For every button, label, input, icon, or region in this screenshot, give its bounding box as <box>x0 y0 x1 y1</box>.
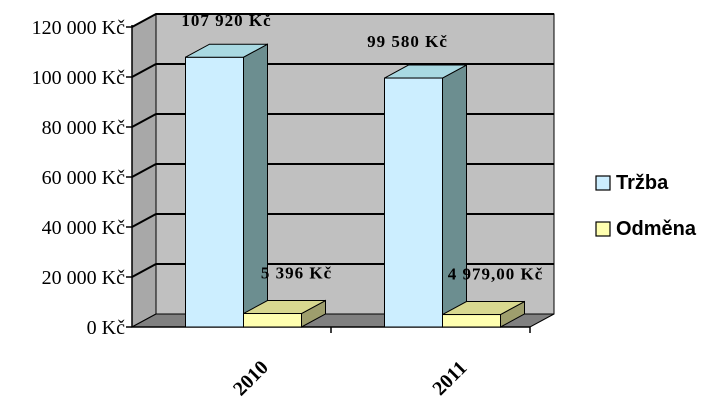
y-tick-label: 60 000 Kč <box>42 167 125 189</box>
y-tick-label: 0 Kč <box>87 317 125 339</box>
bar-top <box>384 64 467 79</box>
legend-label: Tržba <box>616 172 669 194</box>
legend-swatch <box>595 221 611 237</box>
bar <box>442 314 501 328</box>
bar-top <box>185 43 268 58</box>
bar <box>384 77 443 328</box>
data-label: 99 580 Kč <box>367 32 448 51</box>
bar-side <box>243 43 268 328</box>
data-label: 4 979,00 Kč <box>448 265 544 284</box>
legend-swatch <box>595 175 611 191</box>
bar-top <box>442 301 525 316</box>
x-tick-label: 2010 <box>229 356 273 399</box>
data-label: 107 920 Kč <box>181 11 271 30</box>
bar-top <box>243 300 326 315</box>
y-tick-label: 100 000 Kč <box>32 67 125 89</box>
bar-side <box>442 64 467 328</box>
y-tick-label: 20 000 Kč <box>42 267 125 289</box>
y-gridline <box>131 13 554 28</box>
data-label: 5 396 Kč <box>261 264 332 283</box>
x-tick-label: 2011 <box>428 357 471 399</box>
y-tick-label: 80 000 Kč <box>42 117 125 139</box>
y-tick-label: 40 000 Kč <box>42 217 125 239</box>
y-gridline <box>131 63 554 78</box>
bar <box>243 313 302 328</box>
legend-label: Odměna <box>616 218 697 240</box>
y-tick-label: 120 000 Kč <box>32 17 125 39</box>
bar <box>185 56 244 328</box>
